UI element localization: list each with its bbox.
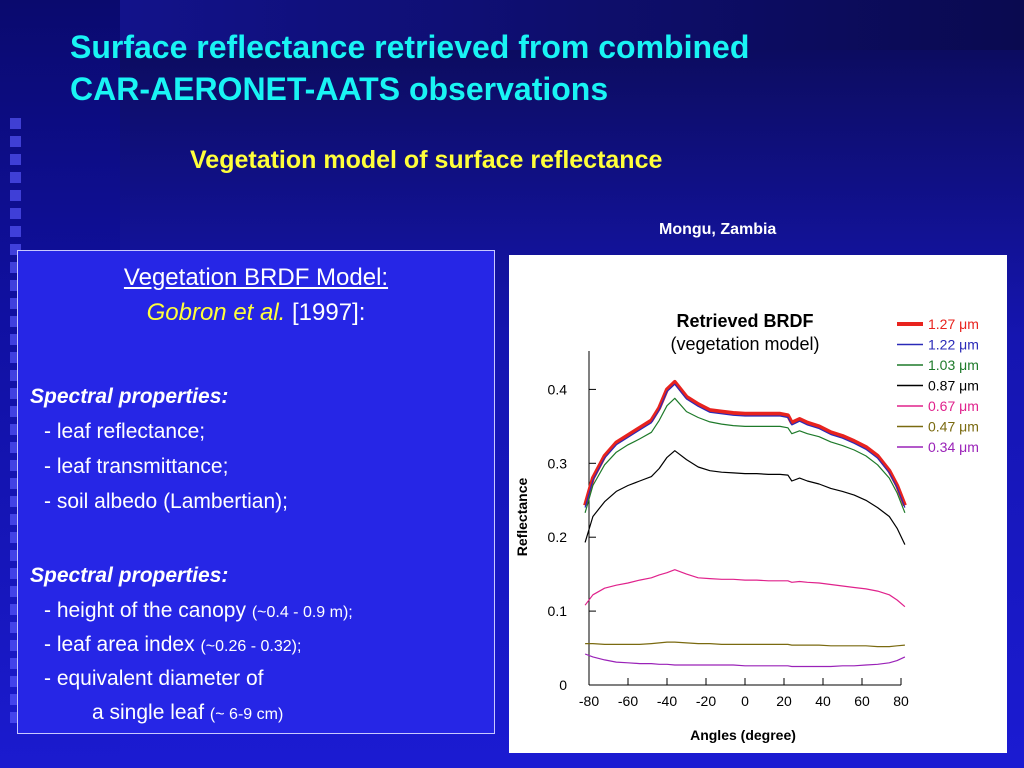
series-line-1_27: [583, 380, 907, 507]
citation-year: [1997]:: [285, 299, 366, 326]
slide-subtitle: Vegetation model of surface reflectance: [190, 146, 663, 174]
x-tick-label: 0: [741, 693, 749, 709]
brdf-chart: -80 -60 -40 -20 0 20 40 60 80 0 0.1 0.2 0.3 0.4 1.27 …: [514, 311, 979, 743]
section1-title: Spectral properties:: [30, 385, 229, 408]
section1-item: - leaf transmittance;: [44, 455, 229, 478]
series-line-0_67: [584, 569, 906, 608]
y-tick-label: 0: [559, 677, 567, 693]
x-tick-label: -60: [618, 693, 638, 709]
section1-item: - soil albedo (Lambertian);: [44, 490, 288, 513]
legend-entry: 1.22 μm: [928, 337, 979, 353]
y-tick-label: 0.2: [548, 529, 568, 545]
section2-item-note: (~ 6-9 cm): [209, 706, 284, 723]
series-line-1_22: [584, 383, 906, 508]
chart-series: [583, 380, 907, 668]
y-tick-label: 0.4: [548, 381, 568, 397]
section2-item-note: (~0.4 - 0.9 m);: [251, 604, 353, 621]
chart-panel: -80 -60 -40 -20 0 20 40 60 80 0 0.1 0.2 0.3 0.4 1.27 …: [509, 255, 1007, 753]
slide-title: Surface reflectance retrieved from combi…: [70, 26, 749, 110]
section2-item: a single leaf (~ 6-9 cm): [92, 701, 283, 725]
y-tick-label: 0.1: [548, 603, 568, 619]
legend-entry: 0.34 μm: [928, 439, 979, 455]
chart-axes: -80 -60 -40 -20 0 20 40 60 80 0 0.1 0.2 0.3 0.4: [548, 351, 909, 709]
x-tick-label: -40: [657, 693, 677, 709]
section2-item-text: - height of the canopy: [44, 599, 252, 622]
legend-entry: 1.03 μm: [928, 357, 979, 373]
series-line-0_47: [585, 641, 905, 648]
series-line-1_03: [584, 397, 906, 514]
chart-legend: 1.27 μm 1.22 μm 1.03 μm 0.87 μm 0.67 μm 0.47 …: [897, 316, 979, 455]
legend-entry: 0.87 μm: [928, 378, 979, 394]
x-axis-label: Angles (degree): [690, 727, 796, 743]
section2-item: - height of the canopy (~0.4 - 0.9 m);: [44, 599, 353, 623]
legend-entry: 1.27 μm: [928, 316, 979, 332]
x-tick-label: 80: [893, 693, 909, 709]
location-label: Mongu, Zambia: [659, 221, 777, 238]
section2-item-text: - equivalent diameter of: [44, 667, 264, 690]
series-line-0_34: [584, 653, 906, 668]
decorative-squares: [6, 118, 44, 730]
x-tick-label: 40: [815, 693, 831, 709]
section2-item-note: (~0.26 - 0.32);: [200, 638, 302, 655]
box-citation: Gobron et al. [1997]:: [18, 299, 494, 327]
section2-item: - equivalent diameter of: [44, 667, 263, 691]
slide-title-line1: Surface reflectance retrieved from combi…: [70, 29, 750, 65]
x-tick-label: -80: [579, 693, 599, 709]
y-axis-label: Reflectance: [514, 477, 530, 556]
section2-item-text: - leaf area index: [44, 633, 201, 656]
x-tick-label: 20: [776, 693, 792, 709]
section2-item: - leaf area index (~0.26 - 0.32);: [44, 633, 301, 657]
chart-title: Retrieved BRDF: [676, 311, 813, 331]
box-heading: Vegetation BRDF Model:: [123, 264, 389, 291]
section2-title: Spectral properties:: [30, 564, 229, 587]
legend-entry: 0.67 μm: [928, 398, 979, 414]
section1-item: - leaf reflectance;: [44, 420, 206, 443]
model-description-box: Vegetation BRDF Model: Gobron et al. [19…: [17, 250, 495, 734]
legend-entry: 0.47 μm: [928, 419, 979, 435]
background-top-band: [120, 0, 1024, 50]
citation-author: Gobron et al.: [146, 299, 286, 326]
x-tick-label: 60: [854, 693, 870, 709]
slide-title-line2: CAR-AERONET-AATS observations: [70, 71, 609, 107]
series-line-0_87: [584, 450, 906, 545]
y-tick-label: 0.3: [548, 455, 568, 471]
section2-item-text: a single leaf: [92, 701, 210, 724]
chart-subtitle: (vegetation model): [670, 334, 819, 354]
x-tick-label: -20: [696, 693, 716, 709]
